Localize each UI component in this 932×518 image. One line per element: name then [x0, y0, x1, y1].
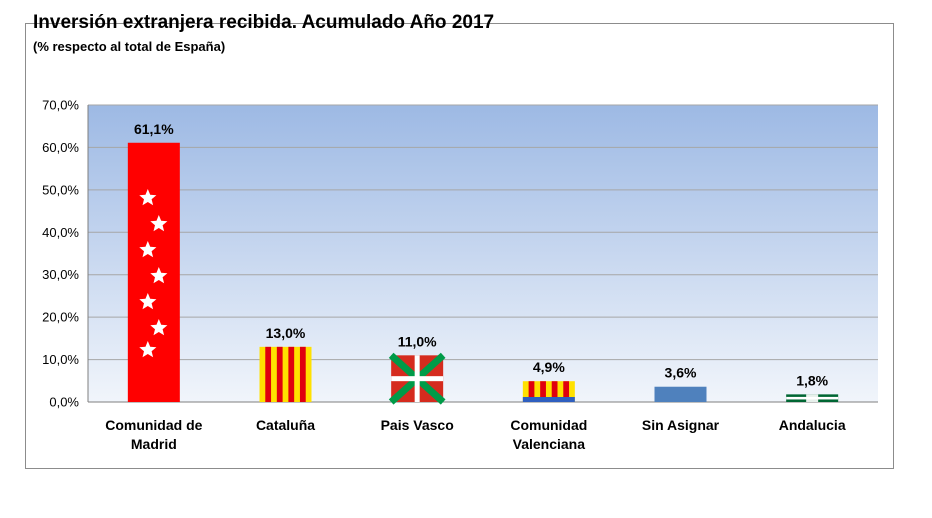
y-tick-label: 10,0% — [42, 352, 79, 367]
y-tick-label: 60,0% — [42, 140, 79, 155]
chart-subtitle: (% respecto al total de España) — [33, 39, 226, 54]
blue-band — [522, 397, 575, 402]
category-label: Pais Vasco — [381, 417, 454, 433]
category-label: Comunidad — [510, 417, 587, 433]
data-label: 4,9% — [533, 359, 565, 375]
bar-3 — [388, 352, 446, 405]
bar-fill — [522, 381, 575, 402]
stripe — [276, 346, 283, 402]
chart-title: Inversión extranjera recibida. Acumulado… — [33, 12, 495, 33]
y-tick-label: 40,0% — [42, 225, 79, 240]
bar-2 — [259, 346, 312, 402]
category-label: Valenciana — [513, 436, 586, 452]
y-tick-label: 50,0% — [42, 182, 79, 197]
plot-area — [88, 105, 878, 402]
data-label: 1,8% — [796, 372, 828, 388]
y-tick-label: 70,0% — [42, 98, 79, 113]
y-tick-label: 0,0% — [49, 395, 79, 410]
category-label: Cataluña — [256, 417, 315, 433]
cross — [391, 376, 444, 382]
bar-5 — [654, 386, 707, 402]
star-icon — [150, 267, 168, 284]
bar-6 — [786, 394, 839, 402]
data-label: 13,0% — [266, 325, 306, 341]
category-label: Comunidad de — [105, 417, 202, 433]
category-label: Madrid — [131, 436, 177, 452]
data-label: 61,1% — [134, 121, 174, 137]
category-label: Andalucia — [779, 417, 846, 433]
bar-4 — [522, 381, 575, 402]
star-icon — [139, 341, 157, 358]
stripe — [265, 346, 272, 402]
star-icon — [139, 241, 157, 258]
bar-1 — [127, 142, 180, 403]
stripe — [288, 346, 295, 402]
star-icon — [139, 189, 157, 206]
stripe — [299, 346, 306, 402]
stripe — [528, 381, 535, 402]
star-icon — [150, 215, 168, 232]
data-label: 11,0% — [398, 333, 437, 349]
bar-fill — [127, 142, 180, 403]
data-label: 3,6% — [665, 365, 697, 381]
stripe — [551, 381, 558, 402]
star-icon — [139, 293, 157, 310]
bar-fill — [654, 386, 707, 402]
category-label: Sin Asignar — [642, 417, 720, 433]
center-band — [806, 394, 819, 402]
stripe — [563, 381, 570, 402]
y-tick-label: 30,0% — [42, 267, 79, 282]
stripe — [540, 381, 546, 402]
y-tick-label: 20,0% — [42, 310, 79, 325]
star-icon — [150, 319, 168, 336]
